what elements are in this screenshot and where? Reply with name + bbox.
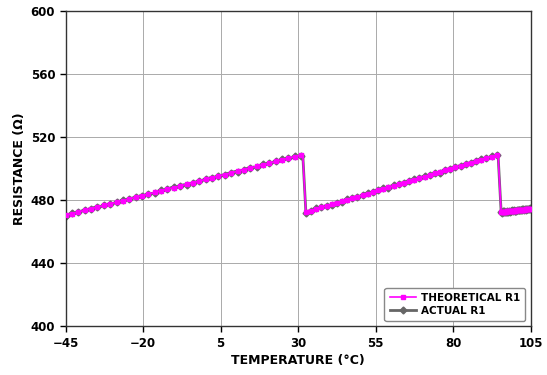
THEORETICAL R1 bbox=[258, 163, 265, 167]
ACTUAL R1 bbox=[300, 153, 306, 157]
THEORETICAL R1 bbox=[196, 179, 202, 183]
THEORETICAL R1 bbox=[156, 189, 163, 194]
THEORETICAL R1 bbox=[226, 171, 233, 176]
THEORETICAL R1 bbox=[300, 152, 306, 157]
THEORETICAL R1 bbox=[62, 213, 69, 217]
ACTUAL R1 bbox=[258, 162, 265, 167]
THEORETICAL R1 bbox=[187, 181, 193, 186]
ACTUAL R1 bbox=[141, 193, 147, 197]
ACTUAL R1 bbox=[187, 182, 193, 186]
X-axis label: TEMPERATURE (°C): TEMPERATURE (°C) bbox=[231, 354, 365, 367]
THEORETICAL R1 bbox=[141, 193, 147, 198]
ACTUAL R1 bbox=[196, 178, 202, 183]
Y-axis label: RESISTANCE (Ω): RESISTANCE (Ω) bbox=[14, 112, 26, 225]
ACTUAL R1 bbox=[62, 213, 69, 218]
Legend: THEORETICAL R1, ACTUAL R1: THEORETICAL R1, ACTUAL R1 bbox=[385, 288, 525, 321]
ACTUAL R1 bbox=[156, 189, 163, 193]
ACTUAL R1 bbox=[226, 171, 233, 176]
Line: ACTUAL R1: ACTUAL R1 bbox=[63, 153, 305, 218]
Line: THEORETICAL R1: THEORETICAL R1 bbox=[63, 152, 305, 217]
